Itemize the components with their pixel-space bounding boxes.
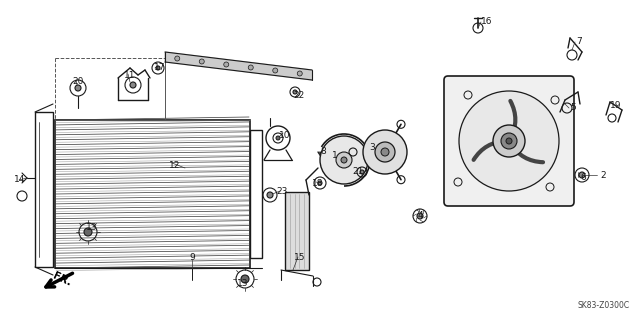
Circle shape — [248, 65, 253, 70]
Circle shape — [501, 133, 517, 149]
Text: 17: 17 — [154, 63, 166, 72]
FancyBboxPatch shape — [444, 76, 574, 206]
Text: 23: 23 — [276, 188, 288, 197]
Text: 7: 7 — [576, 38, 582, 47]
Circle shape — [459, 91, 559, 191]
Text: 21: 21 — [352, 167, 364, 176]
Circle shape — [320, 136, 368, 184]
Circle shape — [241, 275, 249, 283]
Text: SK83-Z0300C: SK83-Z0300C — [578, 301, 630, 310]
Text: 10: 10 — [279, 130, 291, 139]
Circle shape — [293, 90, 297, 94]
Circle shape — [360, 170, 364, 174]
Bar — [35, 112, 53, 267]
Circle shape — [493, 125, 525, 157]
Bar — [55, 120, 250, 268]
Circle shape — [318, 181, 322, 185]
Text: 1: 1 — [332, 151, 338, 160]
Circle shape — [175, 56, 180, 61]
Circle shape — [579, 172, 585, 178]
Text: 12: 12 — [170, 160, 180, 169]
Circle shape — [276, 136, 280, 140]
Circle shape — [84, 228, 92, 236]
Text: 19: 19 — [611, 100, 621, 109]
Text: 14: 14 — [14, 175, 26, 184]
Text: 6: 6 — [580, 174, 586, 182]
Polygon shape — [165, 52, 312, 80]
Circle shape — [375, 142, 395, 162]
Circle shape — [156, 66, 160, 70]
Bar — [285, 192, 309, 270]
Circle shape — [224, 62, 228, 67]
Bar — [250, 130, 262, 258]
Text: 9: 9 — [189, 253, 195, 262]
Text: 20: 20 — [72, 78, 84, 86]
Circle shape — [199, 59, 204, 64]
Circle shape — [130, 82, 136, 88]
Circle shape — [506, 138, 512, 144]
Text: 3: 3 — [369, 144, 375, 152]
Text: 15: 15 — [294, 254, 306, 263]
Text: 13: 13 — [237, 278, 249, 287]
Text: 5: 5 — [570, 103, 576, 113]
Text: 4: 4 — [417, 211, 423, 219]
Text: 16: 16 — [481, 18, 493, 26]
Text: FR.: FR. — [51, 271, 73, 288]
Text: 22: 22 — [293, 91, 305, 100]
Text: 18: 18 — [312, 179, 324, 188]
Circle shape — [75, 85, 81, 91]
Text: 8: 8 — [320, 147, 326, 157]
Circle shape — [381, 148, 389, 156]
Circle shape — [417, 213, 423, 219]
Text: 2: 2 — [600, 170, 606, 180]
Circle shape — [341, 157, 347, 163]
Circle shape — [336, 152, 352, 168]
Text: 13: 13 — [86, 224, 98, 233]
Circle shape — [363, 130, 407, 174]
Circle shape — [273, 68, 278, 73]
Text: 11: 11 — [124, 70, 136, 79]
Circle shape — [297, 71, 302, 76]
Circle shape — [267, 192, 273, 198]
